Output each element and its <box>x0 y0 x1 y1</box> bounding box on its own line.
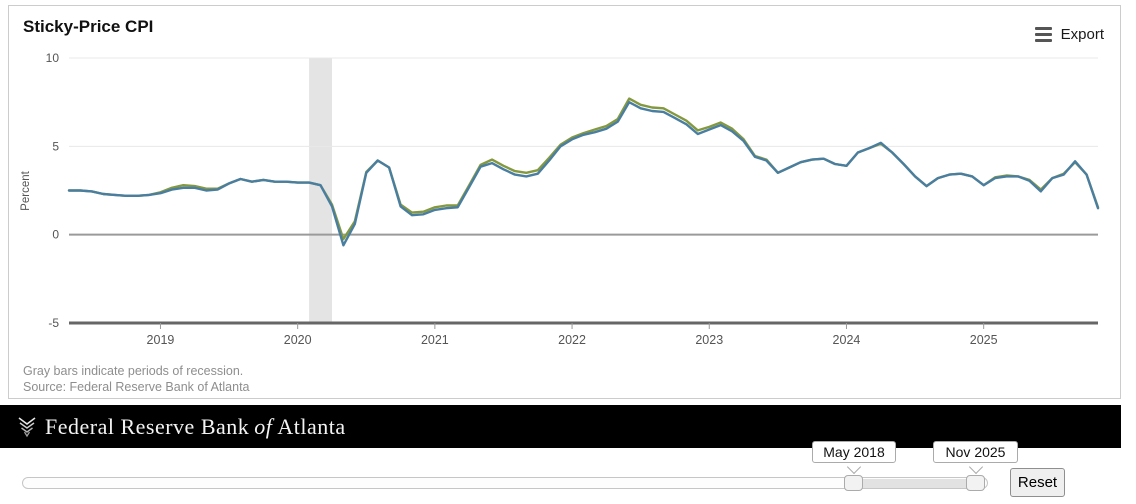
x-tick-label: 2020 <box>284 333 312 347</box>
sticky-cpi-blue-line <box>67 101 1100 247</box>
y-axis-label: Percent <box>20 170 32 210</box>
chart-card: Sticky-Price CPI Export 10 5 0 -5 Percent 201… <box>8 5 1121 399</box>
sticky-cpi-olive-line <box>67 97 1100 241</box>
date-range-selected <box>853 479 975 488</box>
y-tick-label: 10 <box>46 51 60 65</box>
x-tick-label: 2022 <box>558 333 586 347</box>
sticky-price-cpi-chart: 10 5 0 -5 Percent 2019 2020 2021 2022 2023 2024 202… <box>20 51 1100 347</box>
menu-icon <box>1034 27 1052 42</box>
y-tick-label: 5 <box>52 139 59 153</box>
page-title: Sticky-Price CPI <box>23 17 154 36</box>
y-tick-label: -5 <box>48 316 59 330</box>
x-tick-label: 2024 <box>833 333 861 347</box>
x-tick-label: 2023 <box>695 333 723 347</box>
export-button[interactable]: Export <box>1034 26 1104 43</box>
range-end-tooltip: Nov 2025 <box>933 441 1018 463</box>
y-tick-label: 0 <box>52 228 59 242</box>
eagle-logo-icon <box>18 416 36 438</box>
x-tick-label: 2021 <box>421 333 449 347</box>
bank-name: Federal Reserve Bank of Atlanta <box>45 413 346 439</box>
footer-brand-bar: Federal Reserve Bank of Atlanta <box>0 405 1121 448</box>
reset-button[interactable]: Reset <box>1010 468 1065 497</box>
source-note: Source: Federal Reserve Bank of Atlanta <box>23 380 250 394</box>
range-end-handle[interactable] <box>966 475 985 491</box>
recession-band <box>309 58 332 323</box>
date-range-slider-track[interactable] <box>22 477 988 489</box>
export-label: Export <box>1060 26 1104 43</box>
x-tick-label: 2019 <box>147 333 175 347</box>
range-start-tooltip: May 2018 <box>812 441 896 463</box>
range-start-handle[interactable] <box>844 475 863 491</box>
x-tick-label: 2025 <box>970 333 998 347</box>
recession-note: Gray bars indicate periods of recession. <box>23 364 244 378</box>
